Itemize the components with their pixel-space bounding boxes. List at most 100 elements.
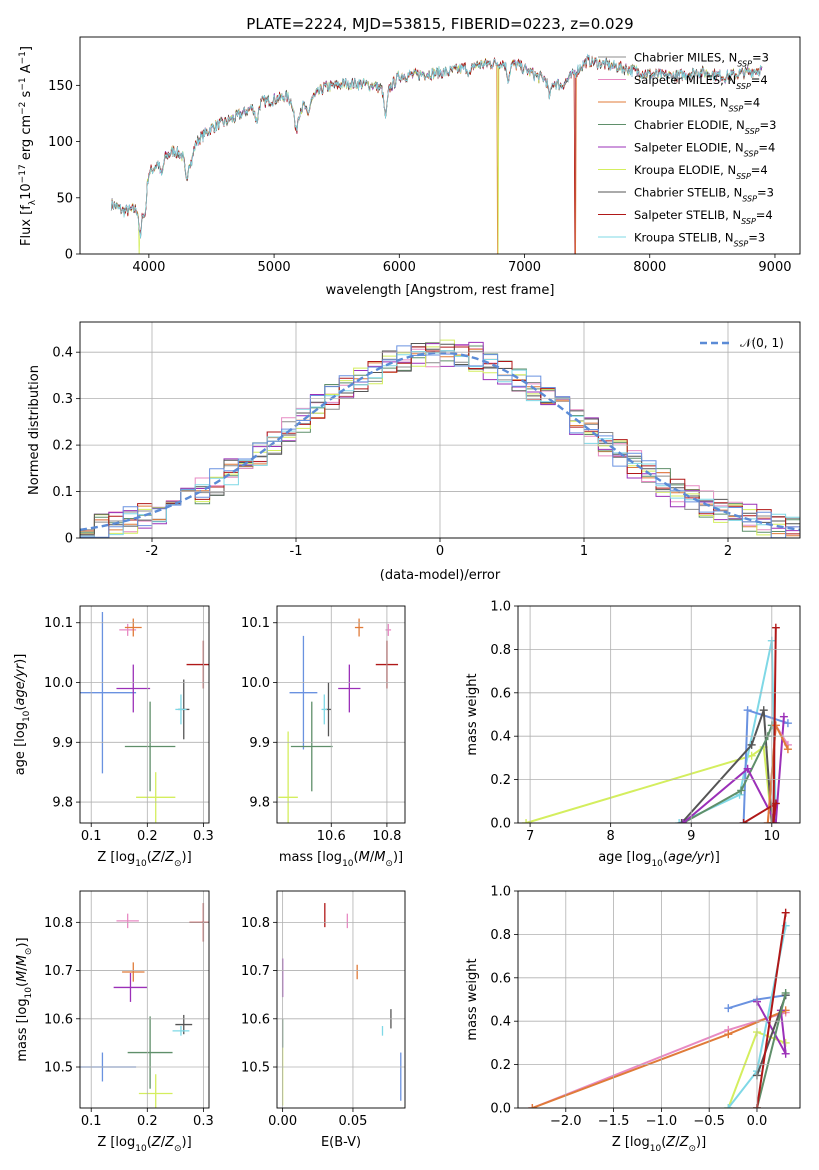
x-axis-label: age [log10(age/yr)] [598, 850, 720, 869]
y-tick-label: 0.2 [52, 439, 73, 454]
x-axis-label: wavelength [Angstrom, rest frame] [326, 283, 555, 298]
weight-line [680, 709, 773, 823]
axes-frame [79, 605, 210, 824]
weight-line [756, 992, 787, 1108]
errorbar-point [289, 635, 318, 750]
weight-marker [522, 819, 531, 823]
y-tick-label: 0.2 [490, 773, 511, 788]
weight-marker [771, 721, 780, 730]
y-tick-label: 0 [65, 532, 73, 547]
y-tick-label: 100 [48, 135, 73, 150]
y-tick-label: 0.4 [52, 346, 73, 361]
x-axis-label: Z [log10(Z/Z⊙)] [97, 1135, 191, 1154]
errorbar-point [124, 701, 176, 792]
x-tick-label: 10.6 [317, 829, 346, 844]
errorbar-point [80, 611, 137, 774]
y-tick-label: 10.8 [241, 916, 270, 931]
y-tick-label: 9.9 [249, 736, 270, 751]
errorbar-point [278, 731, 298, 823]
plot-area [522, 623, 792, 823]
weight-marker [781, 1049, 790, 1058]
y-tick-label: 10.5 [241, 1061, 270, 1076]
x-axis-label: Z [log10(Z/Z⊙)] [612, 1135, 706, 1154]
x-tick-label: 6000 [383, 260, 416, 275]
y-tick-label: 0.6 [490, 686, 511, 701]
legend-label: Chabrier STELIB, NSSP=3 [634, 186, 774, 204]
errorbar-point [172, 1026, 190, 1036]
x-axis-label: Z [log10(Z/Z⊙)] [97, 850, 191, 869]
x-tick-label: 0.00 [268, 1114, 297, 1129]
weight-marker [759, 706, 768, 715]
y-tick-label: 150 [48, 79, 73, 94]
weight-marker [779, 712, 788, 721]
errorbar-point [127, 1016, 173, 1089]
x-tick-label: 0.0 [747, 1114, 768, 1129]
y-tick-label: 50 [56, 191, 73, 206]
y-tick-label: 9.8 [52, 796, 73, 811]
x-axis-label: mass [log10(M/M⊙)] [279, 850, 403, 869]
x-axis-label: (data-model)/error [380, 568, 501, 583]
weight-marker [747, 740, 756, 749]
y-tick-label: 10.1 [241, 616, 270, 631]
y-tick-label: 1.0 [490, 600, 511, 615]
weight-marker [739, 819, 748, 823]
y-tick-label: 10.6 [44, 1012, 73, 1027]
spectrum-line [110, 55, 763, 254]
plot-area [80, 611, 209, 823]
weight-marker [743, 706, 752, 715]
weight-marker [771, 799, 780, 808]
y-tick-label: 9.8 [249, 796, 270, 811]
errorbar-point [290, 701, 333, 792]
panel-spectrum: 4000 5000 6000 7000 8000 9000 0 50 100 150 wavelen… [18, 36, 801, 298]
y-axis-label: age [log10(age/yr)] [13, 654, 32, 776]
weight-line [525, 745, 773, 823]
x-tick-label: 5000 [258, 260, 291, 275]
y-tick-label: 0.4 [490, 730, 511, 745]
weight-marker [771, 819, 780, 823]
errorbar-point [116, 913, 139, 929]
weight-marker [724, 1004, 733, 1013]
y-tick-label: 10.7 [44, 964, 73, 979]
y-axis-label: Flux [fλ10−17 erg cm−2 s−1 A−1] [18, 46, 38, 246]
legend-label: Kroupa STELIB, NSSP=3 [634, 231, 765, 249]
spectrum-line [110, 53, 763, 239]
y-tick-label: 0.4 [490, 1015, 511, 1030]
x-tick-label: 10.8 [372, 829, 401, 844]
weight-marker [679, 819, 688, 823]
x-tick-label: −1.5 [598, 1114, 630, 1129]
axes-frame [517, 605, 801, 824]
x-tick-label: 0.1 [81, 1114, 102, 1129]
panel-mass-vs-Z: 0.1 0.2 0.3 10.5 10.6 10.7 10.8 Z [log10(Z/Z⊙)]… [15, 890, 214, 1154]
y-tick-label: 10.1 [44, 616, 73, 631]
weight-marker [677, 819, 686, 823]
x-tick-label: 9 [687, 829, 695, 844]
plot-area [278, 618, 399, 823]
errorbar-point [113, 972, 148, 1002]
y-tick-label: 10.0 [241, 676, 270, 691]
plot-area [281, 903, 402, 1106]
y-axis-label: mass weight [465, 958, 480, 1040]
errorbar-point [116, 664, 151, 713]
x-tick-label: 0 [436, 544, 444, 559]
errorbar-point [338, 664, 361, 713]
weight-line [682, 725, 773, 823]
legend-label: 𝒩(0, 1) [740, 336, 784, 350]
x-tick-label: 0.3 [193, 1114, 214, 1129]
x-tick-label: 0.1 [81, 829, 102, 844]
x-tick-label: 0.2 [137, 829, 158, 844]
axes-frame [79, 890, 210, 1109]
weight-marker [783, 719, 792, 728]
y-tick-label: 0.8 [490, 643, 511, 658]
weight-marker [747, 751, 756, 760]
errorbar-point [136, 772, 176, 823]
weight-marker [769, 819, 778, 823]
axes-frame [276, 890, 406, 1109]
y-tick-label: 0.0 [490, 1102, 511, 1117]
weight-marker [783, 745, 792, 754]
legend-label: Chabrier MILES, NSSP=3 [634, 51, 769, 69]
weight-line [756, 912, 787, 1108]
plot-area [528, 908, 790, 1108]
errorbar-point [175, 694, 187, 725]
panel-age-vs-mass: 10.6 10.8 9.8 9.9 10.0 10.1 mass [log10(M/M⊙)] [241, 605, 406, 869]
